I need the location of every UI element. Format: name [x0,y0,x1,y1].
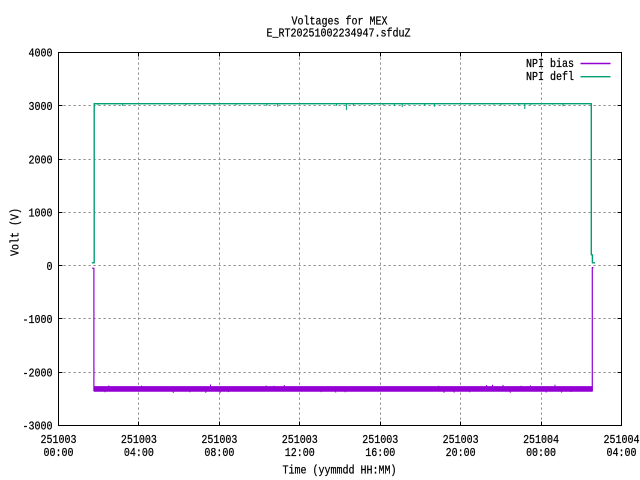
svg-text:251003: 251003 [41,433,77,447]
svg-text:04:00: 04:00 [124,446,154,460]
svg-text:00:00: 00:00 [526,446,556,460]
svg-text:08:00: 08:00 [204,446,234,460]
svg-text:Volt (V): Volt (V) [9,208,23,256]
svg-text:2000: 2000 [29,153,53,167]
svg-text:-2000: -2000 [23,366,53,380]
svg-text:251004: 251004 [523,433,559,447]
svg-text:E_RT20251002234947.sfduZ: E_RT20251002234947.sfduZ [267,27,411,41]
svg-text:Time (yymmdd HH:MM): Time (yymmdd HH:MM) [283,464,397,478]
svg-text:3000: 3000 [29,100,53,114]
svg-text:251004: 251004 [604,433,640,447]
svg-text:Voltages for MEX: Voltages for MEX [292,15,388,29]
svg-text:251003: 251003 [362,433,398,447]
svg-text:00:00: 00:00 [44,446,74,460]
svg-text:251003: 251003 [201,433,237,447]
svg-text:-3000: -3000 [23,420,53,434]
svg-text:16:00: 16:00 [365,446,395,460]
svg-text:NPI defl: NPI defl [526,70,574,84]
svg-text:12:00: 12:00 [285,446,315,460]
svg-text:0: 0 [47,260,53,274]
svg-text:04:00: 04:00 [607,446,637,460]
svg-text:NPI bias: NPI bias [526,57,574,71]
svg-text:251003: 251003 [443,433,479,447]
svg-text:1000: 1000 [29,207,53,221]
svg-text:4000: 4000 [29,47,53,61]
svg-text:-1000: -1000 [23,313,53,327]
svg-text:251003: 251003 [282,433,318,447]
svg-text:251003: 251003 [121,433,157,447]
svg-text:20:00: 20:00 [446,446,476,460]
